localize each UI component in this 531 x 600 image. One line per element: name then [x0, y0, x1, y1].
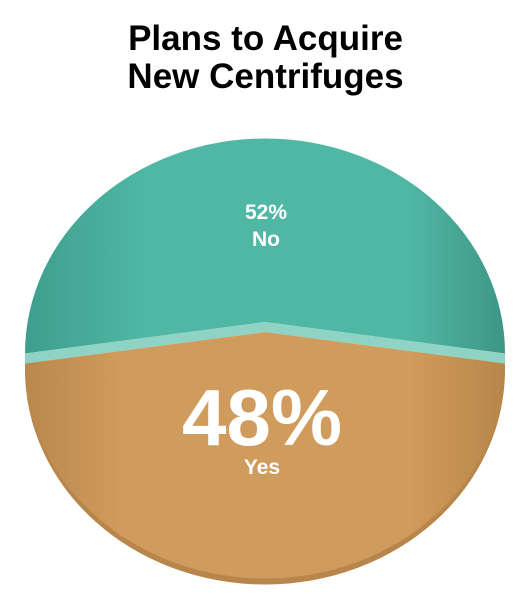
slice-no — [25, 138, 505, 354]
chart-title-line-1: Plans to Acquire — [128, 19, 403, 58]
slice-no-value-label: 52% — [245, 201, 287, 224]
slice-no-category-label: No — [252, 228, 280, 251]
slice-yes-category-label: Yes — [244, 456, 280, 479]
chart-title: Plans to Acquire New Centrifuges — [0, 20, 531, 96]
slice-no-edge — [25, 322, 505, 364]
chart-title-line-2: New Centrifuges — [127, 57, 404, 96]
slice-yes-value-label: 48% — [182, 373, 342, 462]
slice-yes — [25, 332, 505, 579]
